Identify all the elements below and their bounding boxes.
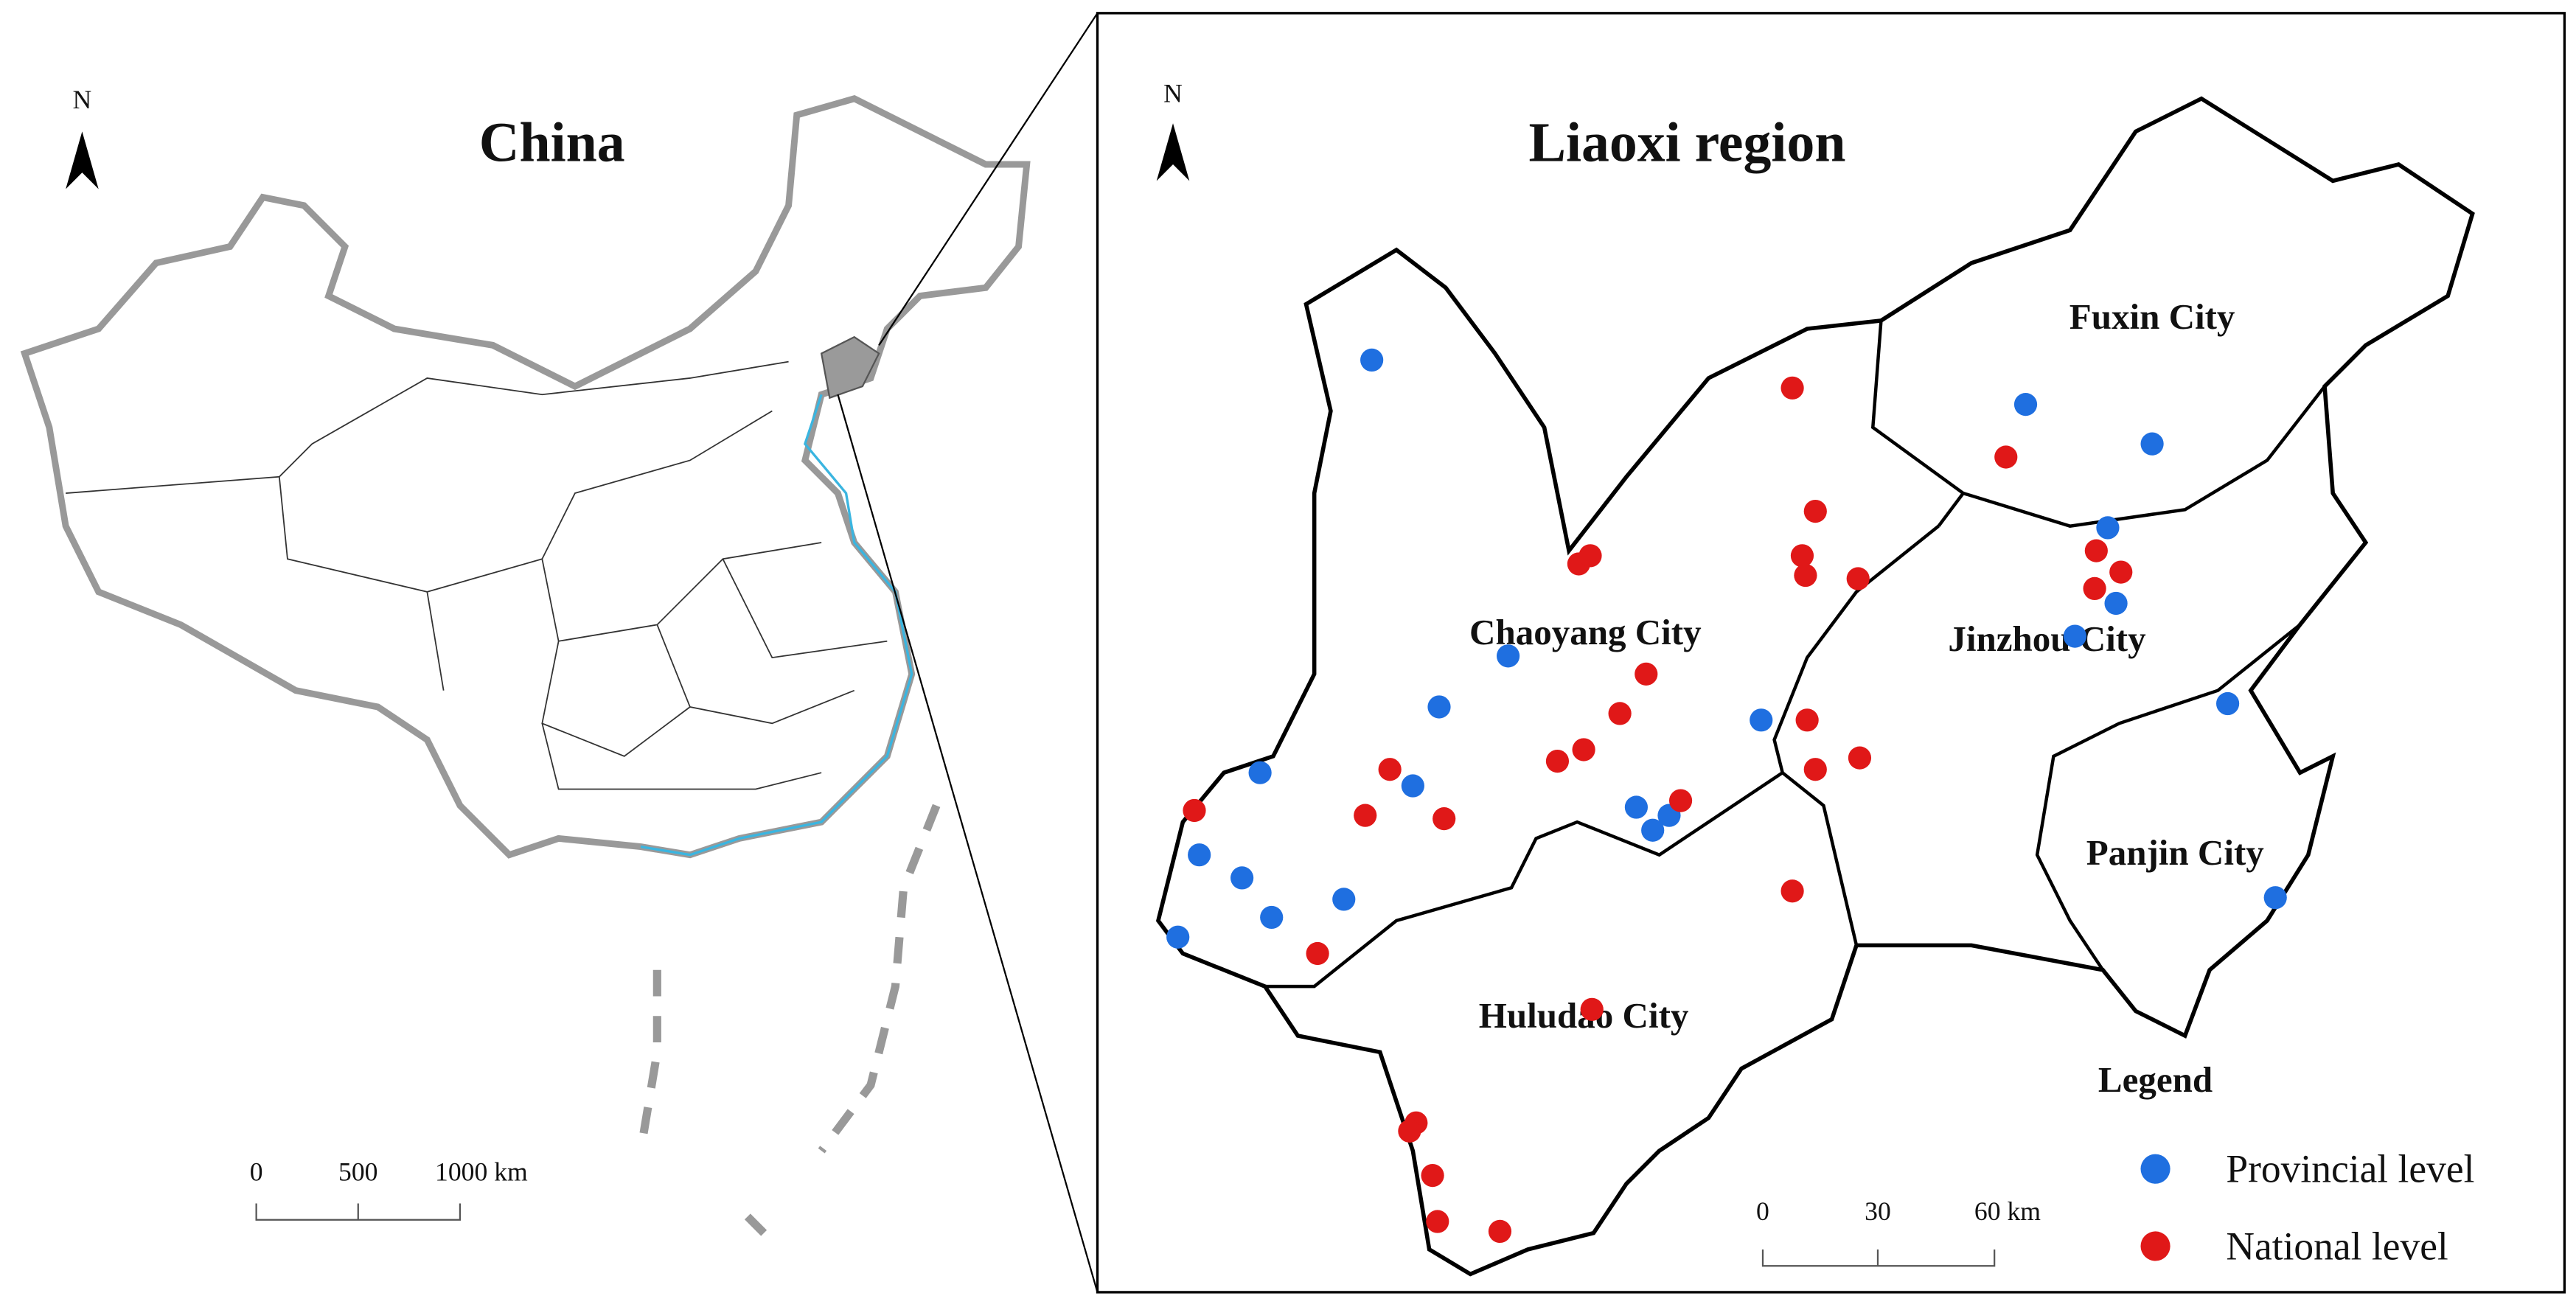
national-site <box>1578 544 1602 568</box>
national-site <box>1780 376 1804 400</box>
map-title: Liaoxi region <box>1528 112 1845 174</box>
china-outline <box>20 95 1031 859</box>
province-lines <box>66 360 888 790</box>
legend-swatch <box>2140 1154 2171 1184</box>
north-arrow <box>66 131 99 189</box>
provincial-site <box>1641 818 1665 842</box>
national-site <box>1378 758 1402 781</box>
scale-label: 30 <box>1865 1196 1891 1226</box>
national-site <box>1608 702 1632 725</box>
provincial-site <box>1624 795 1649 819</box>
inset-frame <box>1096 12 2566 1294</box>
national-site <box>1635 662 1658 686</box>
provincial-site <box>2263 886 2287 910</box>
provincial-site <box>1750 708 1773 732</box>
provincial-site <box>2215 691 2240 716</box>
city-boundaries <box>1264 320 2326 989</box>
provincial-site <box>1188 843 1211 867</box>
provincial-site <box>1496 644 1520 668</box>
national-site <box>1668 789 1693 812</box>
national-site <box>1803 758 1827 781</box>
zoom-line <box>837 394 1099 1293</box>
national-site <box>1994 445 2018 469</box>
legend-label: National level <box>2226 1224 2448 1268</box>
scale-bar <box>255 1203 462 1221</box>
national-site <box>1846 567 1870 590</box>
national-site <box>1306 941 1329 966</box>
national-site <box>2109 560 2133 584</box>
national-site <box>1790 544 1814 568</box>
national-site <box>1794 563 1817 588</box>
china-coast <box>640 394 913 857</box>
city-label: Jinzhou City <box>1948 618 2146 659</box>
national-site <box>1803 499 1827 523</box>
provincial-site <box>2063 624 2086 648</box>
scale-bar <box>1761 1249 1996 1267</box>
provincial-site <box>2096 516 2120 540</box>
provincial-site <box>1401 774 1424 798</box>
provincial-site <box>1260 905 1284 930</box>
provincial-site <box>1332 888 1356 911</box>
national-site <box>1572 738 1595 761</box>
zoom-line <box>878 13 1099 346</box>
city-label: Panjin City <box>2086 832 2264 873</box>
national-site <box>1580 997 1604 1021</box>
south-china-sea-line <box>636 804 941 1236</box>
national-site <box>1488 1219 1512 1244</box>
national-site <box>1398 1119 1421 1143</box>
provincial-site <box>1166 925 1190 949</box>
provincial-site <box>2013 393 2038 417</box>
national-site <box>1795 708 1819 732</box>
scale-label: 1000 km <box>435 1157 528 1186</box>
scale-label: 0 <box>250 1157 263 1186</box>
north-arrow <box>1156 123 1190 181</box>
north-label: N <box>1163 78 1183 108</box>
liaoning-highlight <box>820 335 880 400</box>
national-site <box>1183 798 1206 823</box>
national-site <box>2084 539 2108 562</box>
national-site <box>1426 1210 1449 1233</box>
north-label: N <box>73 85 92 114</box>
legend-label: Provincial level <box>2226 1146 2474 1191</box>
region-outline <box>1155 96 2475 1277</box>
scale-label: 0 <box>1756 1196 1769 1226</box>
national-site <box>1354 804 1377 827</box>
scale-label: 500 <box>338 1157 377 1186</box>
provincial-site <box>1427 695 1451 719</box>
national-site <box>1780 879 1804 903</box>
provincial-site <box>2104 591 2128 616</box>
map-title: China <box>479 112 625 174</box>
national-site <box>1433 807 1456 831</box>
scale-label: 60 km <box>1974 1196 2041 1226</box>
national-site <box>1848 746 1872 770</box>
legend-title: Legend <box>2098 1059 2213 1100</box>
national-site <box>2083 576 2106 601</box>
provincial-site <box>1360 348 1384 372</box>
national-site <box>1421 1163 1444 1188</box>
national-site <box>1545 749 1570 773</box>
provincial-site <box>1248 761 1272 784</box>
provincial-site <box>2140 432 2164 456</box>
city-label: Fuxin City <box>2069 296 2235 337</box>
legend-swatch <box>2140 1231 2171 1261</box>
china-map: N China 0 500 1000 km <box>20 85 1031 1236</box>
liaoxi-map: N Liaoxi region Fuxin City Chaoyang City… <box>1155 78 2475 1277</box>
provincial-site <box>1230 866 1254 890</box>
